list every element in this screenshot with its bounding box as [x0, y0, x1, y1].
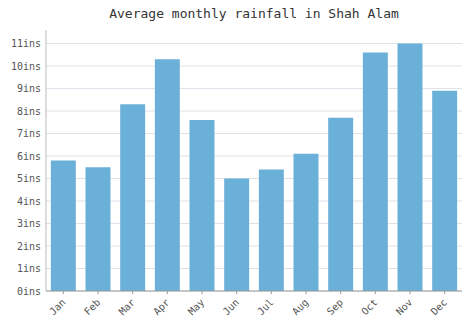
- x-tick: [410, 291, 411, 294]
- y-tick-label: 8ins: [17, 106, 41, 117]
- x-tick-label: Mar: [117, 297, 138, 318]
- bar: [259, 170, 284, 292]
- x-tick-label: Dec: [429, 297, 450, 318]
- y-tick-label: 4ins: [17, 196, 41, 207]
- bar: [155, 59, 180, 291]
- x-axis-line: [46, 291, 462, 292]
- x-tick: [63, 291, 64, 294]
- y-tick-label: 7ins: [17, 128, 41, 139]
- bar: [86, 167, 111, 291]
- x-tick: [271, 291, 272, 294]
- y-tick-label: 0ins: [17, 286, 41, 297]
- x-tick-label: Jul: [255, 297, 276, 318]
- y-tick-label: 3ins: [17, 218, 41, 229]
- x-tick: [444, 291, 445, 294]
- x-tick-label: May: [186, 297, 207, 318]
- y-tick-label: 1ins: [17, 263, 41, 274]
- bar: [363, 53, 388, 292]
- x-tick-label: Oct: [359, 297, 380, 318]
- bar: [432, 91, 457, 291]
- y-axis: 0ins 1ins 2ins 3ins 4ins 5ins 6ins 7ins 8ins 9ins…: [11, 30, 462, 297]
- y-tick-label: 5ins: [17, 173, 41, 184]
- x-tick: [167, 291, 168, 294]
- x-tick-label: Nov: [394, 297, 415, 318]
- bar: [190, 120, 215, 291]
- x-axis: Jan Feb Mar Apr May Jun Jul Aug Sep Oct Nov Dec: [46, 291, 462, 317]
- x-tick: [98, 291, 99, 294]
- y-tick-label: 2ins: [17, 241, 41, 252]
- chart: Average monthly rainfall in Shah Alam 0in…: [0, 0, 474, 331]
- x-tick: [340, 291, 341, 294]
- x-tick: [306, 291, 307, 294]
- bars: [51, 44, 457, 292]
- title: Average monthly rainfall in Shah Alam: [109, 6, 399, 21]
- bar: [51, 161, 76, 292]
- bar: [294, 154, 319, 291]
- bar: [120, 104, 145, 291]
- bar: [224, 179, 249, 292]
- x-tick: [236, 291, 237, 294]
- x-tick-label: Apr: [151, 297, 172, 318]
- bar: [398, 44, 423, 292]
- x-tick-label: Jun: [221, 297, 242, 318]
- y-axis-line: [46, 30, 47, 291]
- grid-line: [46, 291, 462, 292]
- y-tick-label: 6ins: [17, 151, 41, 162]
- y-tick-label: 9ins: [17, 83, 41, 94]
- x-tick-label: Feb: [82, 297, 103, 318]
- x-tick-label: Sep: [325, 297, 346, 318]
- x-tick-label: Aug: [290, 297, 311, 318]
- y-tick-label: 11ins: [11, 38, 41, 49]
- x-tick: [375, 291, 376, 294]
- x-tick-label: Jan: [47, 297, 68, 318]
- x-tick: [202, 291, 203, 294]
- y-tick-label: 10ins: [11, 61, 41, 72]
- bar: [328, 118, 353, 291]
- x-tick: [132, 291, 133, 294]
